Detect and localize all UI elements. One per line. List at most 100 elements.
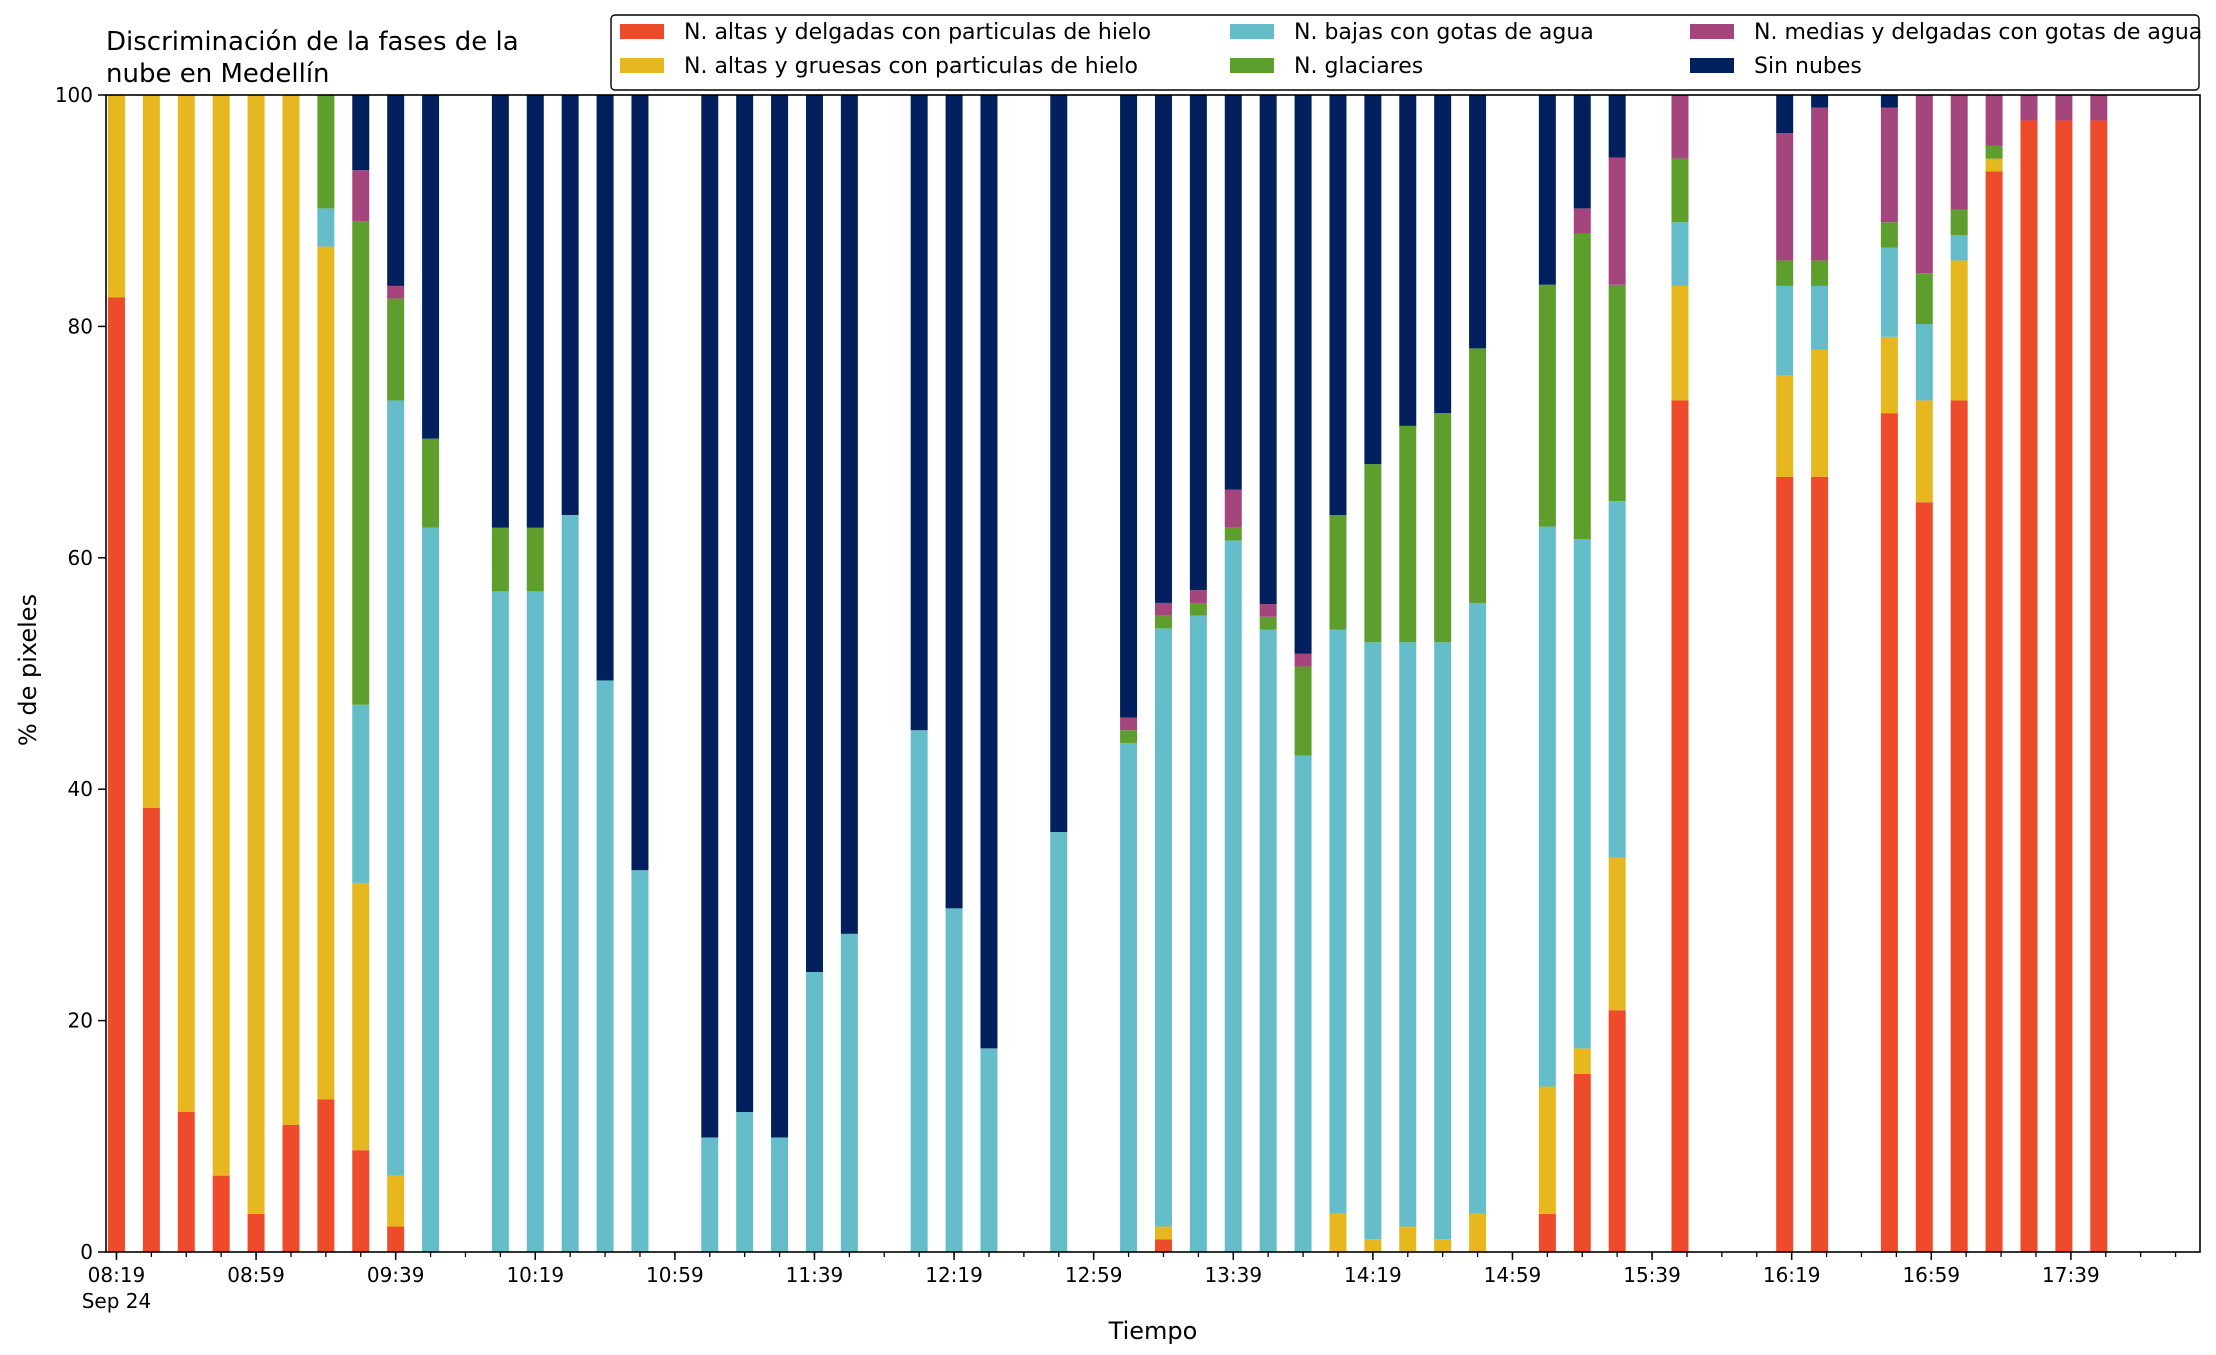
x-tick-sublabel: Sep 24 [82, 1289, 152, 1313]
x-tick-label: 16:59 [1902, 1263, 1960, 1287]
bar-segment-glaciares [1608, 284, 1626, 502]
legend-item-sin-nubes: Sin nubes [1690, 54, 1862, 79]
legend-item-bajas-agua: N. bajas con gotas de agua [1230, 20, 1594, 45]
bar-segment-sin-nubes [561, 95, 579, 515]
bar-segment-sin-nubes [1434, 95, 1452, 414]
bar-stack [1189, 95, 1207, 1252]
bar-segment-sin-nubes [491, 95, 509, 528]
bar-segment-bajas-agua [1671, 222, 1689, 286]
bar-segment-glaciares [1434, 413, 1452, 643]
bar-segment-sin-nubes [840, 95, 858, 934]
bar-segment-bajas-agua [771, 1137, 789, 1252]
bar-segment-bajas-agua [1050, 832, 1068, 1252]
bar-segment-medias-agua [1811, 107, 1829, 261]
x-tick-label: 15:39 [1623, 1263, 1681, 1287]
bar-segment-sin-nubes [1294, 95, 1312, 654]
bar-stack [1573, 95, 1591, 1252]
bar-segment-altas-gruesas [1880, 336, 1898, 414]
bar-segment-altas-delgadas [1811, 476, 1829, 1252]
bar-segment-altas-delgadas [1915, 502, 1933, 1252]
bar-stack [142, 95, 160, 1252]
bar-segment-bajas-agua [1259, 629, 1277, 1252]
bar-segment-sin-nubes [1329, 95, 1347, 515]
bar-segment-glaciares [1573, 233, 1591, 540]
bar-stack [352, 95, 370, 1252]
bar-segment-bajas-agua [1154, 628, 1172, 1227]
bar-segment-altas-delgadas [107, 297, 125, 1253]
bar-segment-glaciares [317, 95, 335, 209]
bar-stack [1364, 95, 1382, 1252]
bar-segment-altas-gruesas [1811, 349, 1829, 477]
bar-segment-bajas-agua [1469, 602, 1487, 1214]
bar-segment-glaciares [1189, 602, 1207, 616]
bar-segment-bajas-agua [1294, 755, 1312, 1252]
bar-segment-bajas-agua [805, 972, 823, 1252]
bar-segment-altas-delgadas [1573, 1073, 1591, 1252]
y-tick-label: 40 [68, 777, 93, 801]
bar-segment-sin-nubes [1120, 95, 1138, 718]
legend-label: N. medias y delgadas con gotas de agua [1754, 20, 2202, 45]
bar-segment-altas-delgadas [1985, 171, 2003, 1253]
bar-segment-bajas-agua [387, 400, 405, 1176]
bar-stack [1776, 95, 1794, 1252]
y-axis-label: % de pixeles [14, 594, 42, 746]
bar-segment-glaciares [1364, 464, 1382, 643]
bar-segment-bajas-agua [317, 208, 335, 247]
bar-segment-bajas-agua [631, 870, 649, 1252]
bar-segment-medias-agua [1985, 95, 2003, 146]
bar-segment-sin-nubes [910, 95, 928, 731]
bar-segment-bajas-agua [701, 1137, 719, 1252]
bar-segment-bajas-agua [1538, 526, 1556, 1087]
bar-stack [1294, 95, 1312, 1252]
bar-segment-altas-delgadas [177, 1112, 195, 1252]
bar-segment-glaciares [1154, 615, 1172, 629]
bar-segment-medias-agua [1915, 95, 1933, 274]
bar-stack [422, 95, 440, 1252]
x-tick-label: 08:19 [88, 1263, 146, 1287]
bar-segment-bajas-agua [1776, 285, 1794, 375]
bar-stack [980, 95, 998, 1252]
x-tick-label: 13:39 [1204, 1263, 1262, 1287]
bar-segment-medias-agua [1224, 489, 1242, 528]
bar-segment-altas-delgadas [1154, 1239, 1172, 1252]
bar-segment-altas-delgadas [2020, 120, 2038, 1253]
bar-segment-sin-nubes [736, 95, 754, 1112]
x-tick-label: 08:59 [227, 1263, 285, 1287]
bar-segment-altas-gruesas [1469, 1213, 1487, 1252]
bar-stack [805, 95, 823, 1252]
bar-segment-altas-delgadas [1608, 1010, 1626, 1252]
bar-segment-sin-nubes [1880, 95, 1898, 108]
bar-segment-glaciares [1294, 666, 1312, 756]
bar-segment-altas-delgadas [1776, 476, 1794, 1252]
bar-stack [1985, 95, 2003, 1253]
bar-segment-bajas-agua [1329, 629, 1347, 1214]
bar-segment-altas-gruesas [212, 95, 230, 1176]
bar-stack [1224, 95, 1242, 1252]
bar-segment-bajas-agua [1950, 235, 1968, 261]
bar-segment-glaciares [1399, 425, 1417, 643]
legend-swatch [1690, 58, 1734, 73]
bar-segment-medias-agua [1671, 95, 1689, 159]
bar-segment-glaciares [352, 221, 370, 705]
plot-frame [105, 94, 2201, 1253]
legend-item-altas-gruesas: N. altas y gruesas con particulas de hie… [620, 54, 1138, 79]
bar-stack [736, 95, 754, 1252]
bar-segment-altas-gruesas [1329, 1213, 1347, 1252]
x-tick-label: 12:19 [925, 1263, 983, 1287]
bar-segment-medias-agua [1154, 602, 1172, 616]
bar-segment-altas-gruesas [107, 95, 125, 298]
bar-stack [1880, 95, 1898, 1252]
bar-segment-bajas-agua [1573, 539, 1591, 1049]
bar-stack [1259, 95, 1277, 1252]
bar-segment-medias-agua [1950, 95, 1968, 210]
bar-segment-altas-delgadas [317, 1099, 335, 1252]
bar-segment-altas-delgadas [1671, 400, 1689, 1252]
bar-stack [1915, 95, 1933, 1252]
bar-segment-medias-agua [1573, 208, 1591, 234]
bar-segment-sin-nubes [387, 95, 405, 286]
legend-box [610, 14, 2200, 91]
bar-segment-sin-nubes [945, 95, 963, 909]
bar-stack [561, 95, 579, 1252]
bar-stack [2055, 95, 2073, 1253]
